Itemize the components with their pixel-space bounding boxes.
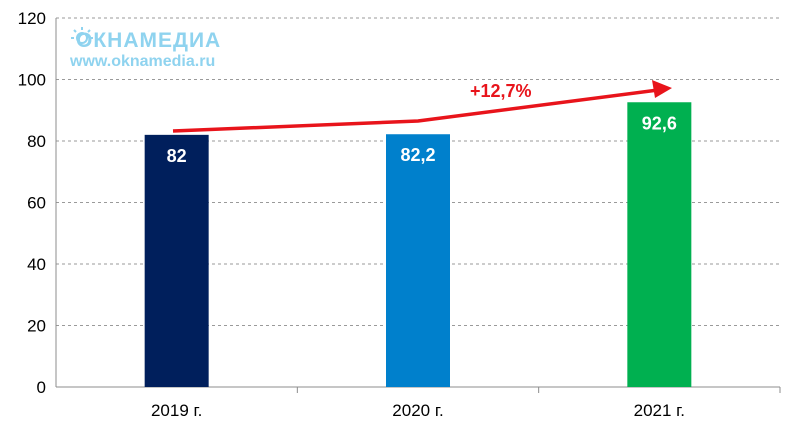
watermark-brand: ОКНАМЕДИА — [76, 29, 221, 52]
data-label: 82,2 — [400, 145, 435, 165]
y-tick-label: 20 — [27, 317, 46, 336]
oknamedia-watermark: ОКНАМЕДИА www.oknamedia.ru — [69, 27, 221, 70]
data-label: 92,6 — [642, 113, 677, 133]
growth-arrow — [172, 88, 659, 133]
bar-1 — [386, 134, 450, 387]
x-tick-label: 2019 г. — [151, 401, 202, 420]
bars: 82 82,2 92,6 — [144, 102, 692, 387]
bar-0 — [144, 134, 209, 387]
x-axis: 2019 г. 2020 г. 2021 г. — [151, 387, 781, 420]
x-tick-label: 2021 г. — [634, 401, 685, 420]
bar-2 — [627, 102, 692, 387]
y-tick-label: 60 — [27, 194, 46, 213]
x-tick-label: 2020 г. — [392, 401, 443, 420]
growth-label: +12,7% — [470, 81, 532, 101]
y-tick-label: 100 — [18, 71, 46, 90]
sun-logo-icon — [71, 27, 93, 44]
y-tick-label: 80 — [27, 132, 46, 151]
y-tick-label: 120 — [18, 9, 46, 28]
arrow-head-icon — [652, 80, 672, 98]
y-tick-label: 40 — [27, 255, 46, 274]
y-tick-label: 0 — [37, 378, 46, 397]
data-label: 82 — [167, 146, 187, 166]
growth-annotation: +12,7% — [172, 80, 672, 133]
watermark-url: www.oknamedia.ru — [69, 53, 215, 70]
